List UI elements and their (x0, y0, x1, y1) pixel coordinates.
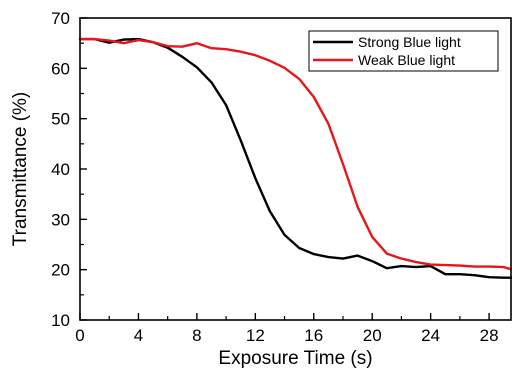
y-tick-label: 10 (51, 311, 70, 330)
x-tick-label: 20 (363, 326, 382, 345)
x-tick-label: 4 (134, 326, 143, 345)
x-tick-label: 0 (75, 326, 84, 345)
x-tick-label: 28 (480, 326, 499, 345)
legend: Strong Blue light Weak Blue light (308, 30, 499, 72)
x-tick-label: 24 (421, 326, 440, 345)
x-tick-label: 16 (304, 326, 323, 345)
y-tick-label: 30 (51, 210, 70, 229)
legend-label-weak-blue: Weak Blue light (358, 52, 455, 68)
y-tick-label: 70 (51, 9, 70, 28)
x-tick-label: 8 (192, 326, 201, 345)
y-tick-label: 60 (51, 59, 70, 78)
y-tick-label: 40 (51, 160, 70, 179)
y-tick-label: 20 (51, 261, 70, 280)
tick-labels-layer: 0 4 8 12 16 20 24 28 10 20 30 40 50 60 70 (51, 9, 498, 345)
x-axis-title: Exposure Time (s) (218, 348, 372, 369)
legend-box (308, 30, 499, 72)
legend-label-strong-blue: Strong Blue light (358, 34, 461, 50)
y-tick-label: 50 (51, 110, 70, 129)
x-tick-label: 12 (246, 326, 265, 345)
ticks-layer (79, 17, 490, 321)
series-layer (78, 37, 512, 279)
y-axis-title: Transmittance (%) (10, 92, 31, 247)
series-line-weak-blue (78, 37, 512, 271)
